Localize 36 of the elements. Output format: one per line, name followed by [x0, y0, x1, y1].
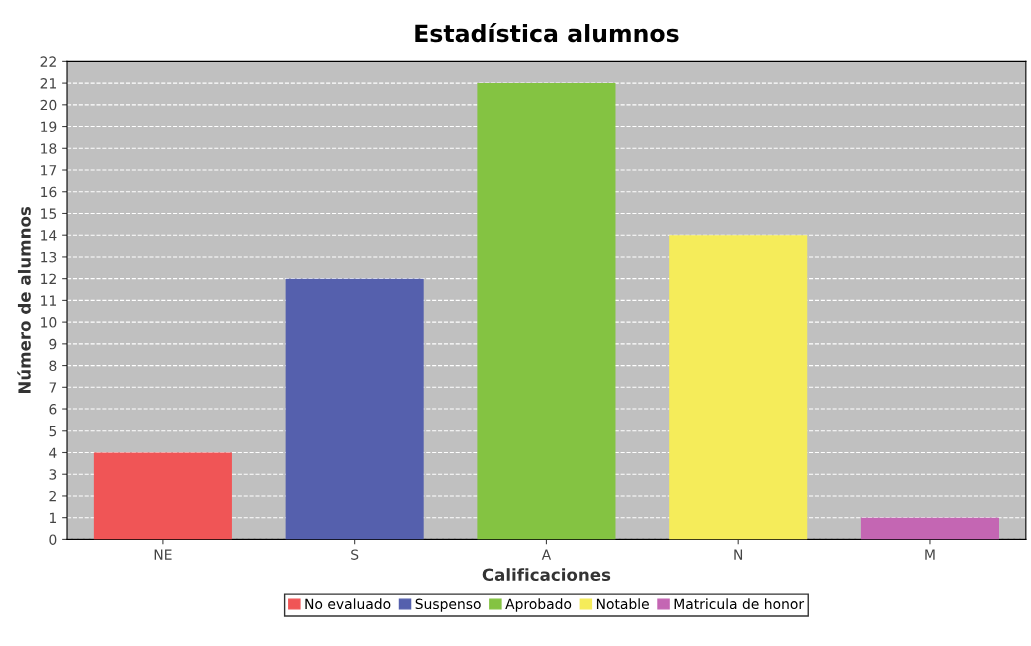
y-tick-label: 21	[40, 78, 57, 89]
x-tick-label: NE	[154, 549, 172, 560]
y-tick-label: 10	[41, 317, 57, 328]
x-tick-label: M	[925, 549, 935, 560]
legend-label: Notable	[596, 598, 649, 610]
y-tick-label: 12	[41, 273, 56, 284]
y-tick-label: 1	[49, 512, 57, 523]
y-tick-label: 7	[49, 382, 57, 393]
x-axis-title: Calificaciones	[482, 568, 611, 582]
y-tick-label: 5	[49, 425, 57, 437]
y-tick-label: 6	[49, 404, 57, 415]
y-tick-label: 17	[41, 165, 57, 176]
y-tick-label: 13	[41, 251, 57, 263]
legend-label: No evaluado	[305, 598, 391, 610]
y-tick-label: 8	[49, 360, 57, 372]
y-tick-label: 18	[41, 143, 57, 154]
y-tick-label: 11	[41, 295, 57, 306]
y-tick-label: 0	[49, 534, 57, 545]
x-tick-label: S	[351, 549, 359, 560]
chart-title: Estadística alumnos	[415, 23, 679, 43]
y-tick-label: 4	[49, 447, 57, 458]
y-tick-label: 20	[40, 99, 57, 111]
legend-label: Suspenso	[415, 598, 481, 612]
y-tick-label: 3	[49, 469, 57, 480]
y-tick-label: 22	[40, 56, 56, 67]
y-tick-label: 2	[49, 490, 56, 502]
x-tick-label: A	[541, 549, 552, 560]
y-tick-label: 15	[41, 208, 57, 219]
y-tick-label: 16	[41, 186, 57, 198]
y-tick-label: 9	[49, 338, 57, 350]
y-axis-title: Número de alumnos	[17, 206, 31, 394]
legend-label: Matricula de honor	[674, 598, 805, 610]
legend-label: Aprobado	[505, 598, 572, 612]
x-tick-label: N	[734, 549, 743, 560]
y-tick-label: 19	[41, 121, 57, 133]
y-tick-label: 14	[41, 230, 57, 241]
